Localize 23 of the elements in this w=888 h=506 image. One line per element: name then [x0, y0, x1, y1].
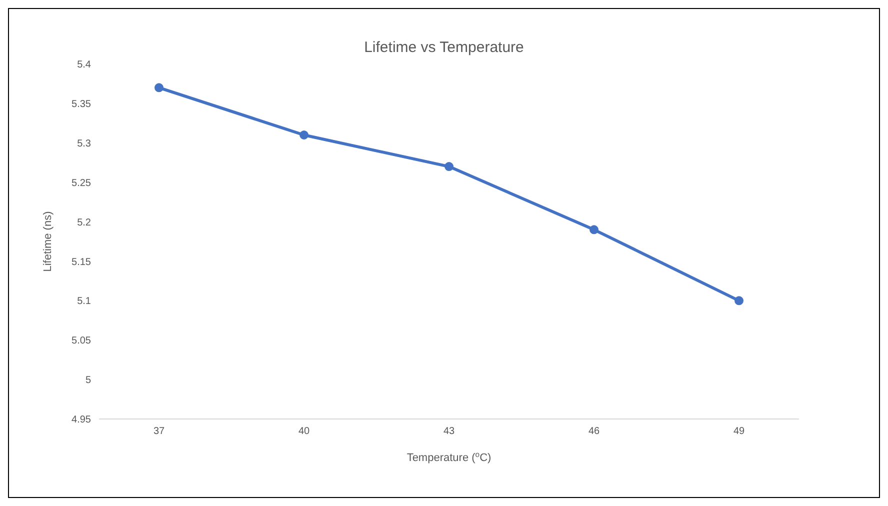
y-tick-label: 5.25	[72, 178, 92, 189]
x-tick-label: 40	[298, 426, 310, 438]
point	[300, 130, 308, 140]
point	[444, 162, 454, 172]
y-tick-label: 5.3	[77, 138, 92, 150]
y-tick-label: 4.95	[72, 414, 92, 426]
y-tick-label: 5	[85, 375, 92, 386]
point	[734, 296, 744, 306]
x-axis-title: Temperature ($^{o}$C)	[406, 450, 492, 464]
chart-title: Lifetime vs Temperature	[363, 39, 525, 56]
y-tick-label: 5.2	[77, 217, 92, 228]
y-tick-label: 5.1	[77, 296, 92, 308]
point	[590, 225, 598, 234]
x-tick-label: 49	[733, 426, 745, 438]
x-tick-label: 37	[153, 426, 165, 438]
y-tick-label: 5.05	[72, 336, 92, 347]
y-tick-label: 5.4	[77, 60, 92, 71]
y-tick-label: 5.15	[72, 256, 92, 268]
x-tick-label: 43	[443, 426, 455, 438]
y-axis-title: Lifetime (ns)	[42, 211, 54, 272]
point	[154, 83, 164, 92]
y-tick-label: 5.35	[72, 98, 92, 110]
x-tick-label: 46	[588, 426, 600, 438]
